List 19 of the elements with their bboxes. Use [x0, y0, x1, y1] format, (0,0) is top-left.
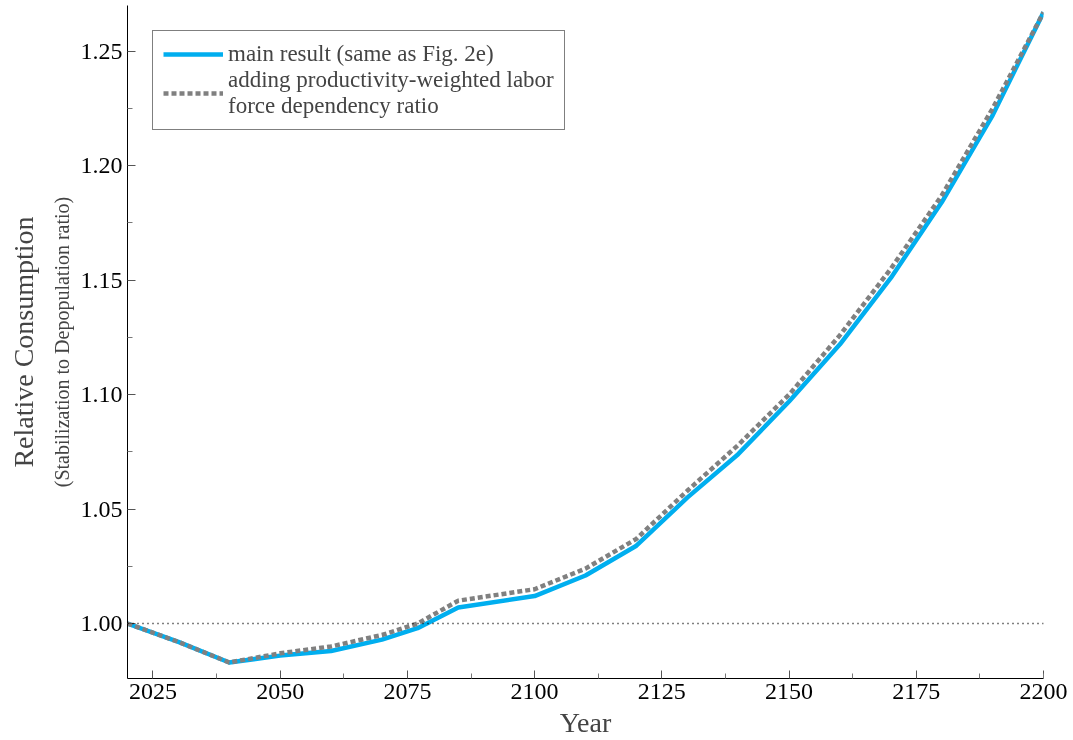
x-tick-label: 2200: [1019, 677, 1068, 704]
y-axis-title: Relative Consumption: [7, 216, 39, 468]
y-tick-label: 1.15: [80, 266, 123, 293]
x-axis-title: Year: [559, 706, 612, 738]
x-tick-label: 2050: [256, 677, 305, 704]
y-tick-label: 1.10: [80, 381, 123, 408]
x-tick-label: 2175: [892, 677, 941, 704]
x-tick-label: 2125: [637, 677, 686, 704]
x-tick-label: 2075: [383, 677, 432, 704]
x-tick-label: 2150: [765, 677, 814, 704]
y-tick-label: 1.00: [80, 610, 123, 637]
y-tick-label: 1.20: [80, 152, 123, 179]
x-tick-label: 2100: [510, 677, 559, 704]
text: (Stabilization to Depopulation ratio): [50, 196, 74, 488]
x-tick-label: 2025: [128, 677, 177, 704]
legend-label: adding productivity-weighted labor force dependency ratio: [228, 67, 554, 119]
y-tick-label: 1.25: [80, 37, 123, 64]
y-tick-label: 1.05: [80, 495, 123, 522]
legend-label: main result (same as Fig. 2e): [228, 41, 494, 67]
